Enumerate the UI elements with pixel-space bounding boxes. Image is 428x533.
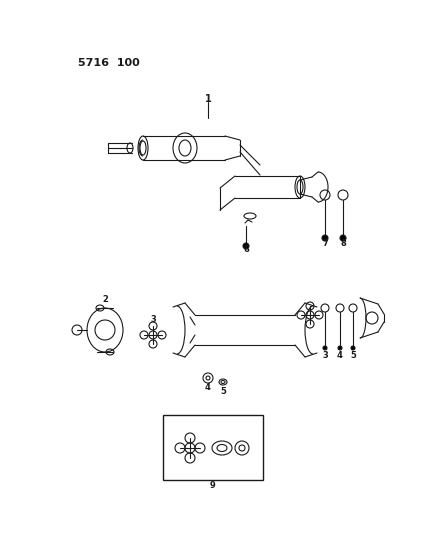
Ellipse shape <box>243 243 249 249</box>
Ellipse shape <box>322 235 328 241</box>
Ellipse shape <box>323 346 327 350</box>
Text: 5: 5 <box>350 351 356 359</box>
Bar <box>163 415 263 480</box>
Text: 5716  100: 5716 100 <box>78 58 140 68</box>
Text: 3: 3 <box>150 314 156 324</box>
Text: 6: 6 <box>243 246 249 254</box>
Text: 4: 4 <box>205 384 211 392</box>
Ellipse shape <box>351 346 355 350</box>
Text: 3: 3 <box>322 351 328 359</box>
Text: 1: 1 <box>205 94 211 104</box>
Text: 7: 7 <box>322 239 328 248</box>
Text: 9: 9 <box>210 481 216 489</box>
Ellipse shape <box>340 235 346 241</box>
Text: 5: 5 <box>220 387 226 397</box>
Ellipse shape <box>338 346 342 350</box>
Text: 4: 4 <box>337 351 343 359</box>
Text: 8: 8 <box>340 239 346 248</box>
Text: 2: 2 <box>102 295 108 304</box>
